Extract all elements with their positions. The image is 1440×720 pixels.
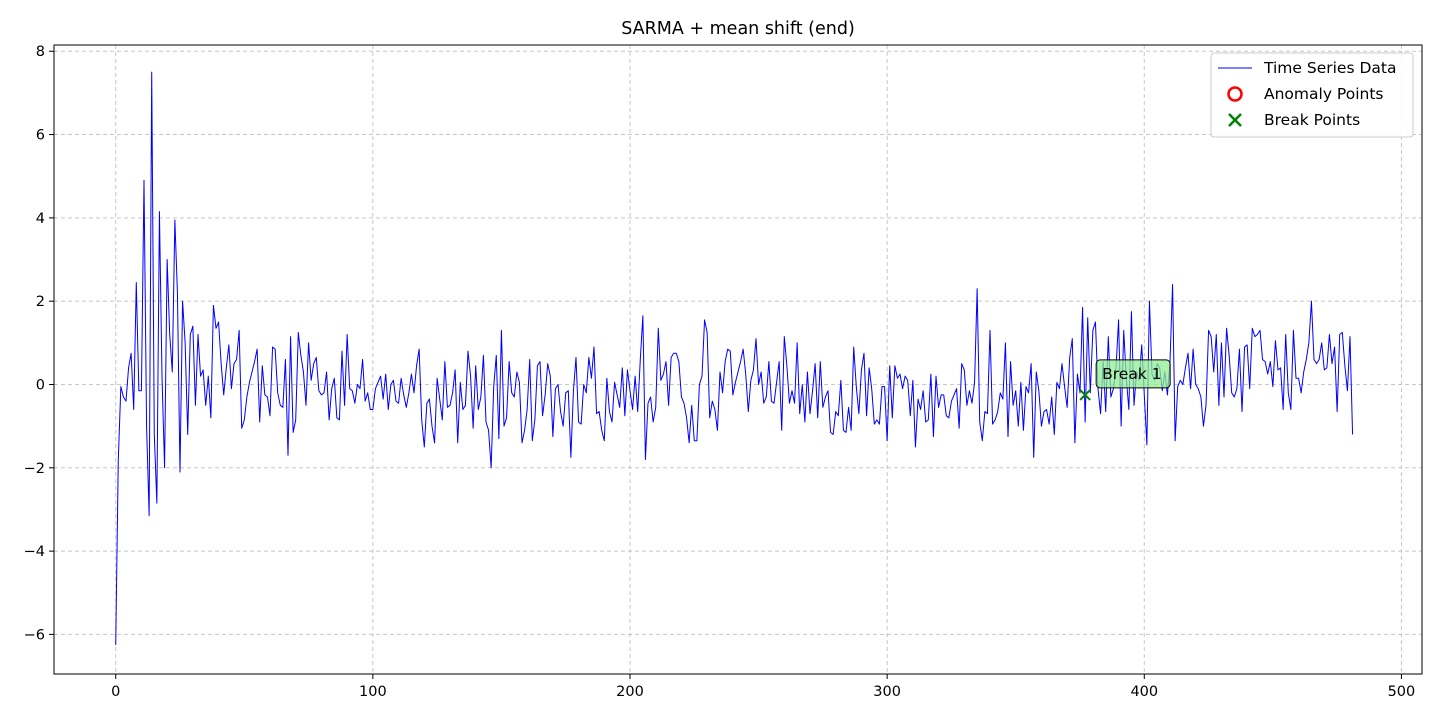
y-tick-label: −4 — [24, 544, 45, 560]
legend-label: Time Series Data — [1263, 59, 1396, 77]
series-layer — [115, 71, 1354, 645]
legend-circle-swatch — [1227, 86, 1243, 102]
legend: Time Series Data Anomaly Points Break Poin… — [1210, 52, 1414, 138]
x-axis: 0 100 200 300 400 500 — [111, 674, 1415, 700]
time-series-line — [115, 71, 1354, 645]
plot-frame — [53, 44, 1423, 675]
legend-item: Time Series Data — [1218, 59, 1396, 77]
x-tick-label: 0 — [111, 684, 120, 700]
y-tick-label: 6 — [36, 128, 45, 144]
x-tick-label: 200 — [616, 684, 644, 700]
y-tick-label: 4 — [36, 211, 45, 227]
x-tick-label: 100 — [359, 684, 387, 700]
annotation-label: Break 1 — [1102, 365, 1161, 383]
y-tick-label: 2 — [36, 294, 45, 310]
y-tick-label: 8 — [36, 44, 45, 60]
y-tick-label: −2 — [24, 461, 45, 477]
y-tick-label: 0 — [36, 377, 45, 393]
legend-label: Break Points — [1264, 111, 1360, 129]
gridlines — [54, 45, 1422, 674]
y-tick-label: −6 — [24, 627, 45, 643]
chart-title: SARMA + mean shift (end) — [621, 19, 855, 39]
legend-label: Anomaly Points — [1264, 85, 1383, 103]
x-tick-label: 400 — [1130, 684, 1158, 700]
legend-box — [1210, 52, 1414, 138]
break-annotation: Break 1 — [1095, 359, 1171, 389]
legend-item: Break Points — [1228, 111, 1360, 129]
x-tick-label: 300 — [873, 684, 901, 700]
marker-layer: Break 1 — [1079, 359, 1171, 401]
x-tick-label: 500 — [1388, 684, 1416, 700]
annotation-box — [1095, 359, 1171, 389]
legend-x-swatch — [1228, 113, 1242, 127]
legend-item: Anomaly Points — [1227, 85, 1383, 103]
y-axis: −6 −4 −2 0 2 4 6 8 — [24, 44, 54, 643]
break-point-marker — [1079, 389, 1091, 401]
